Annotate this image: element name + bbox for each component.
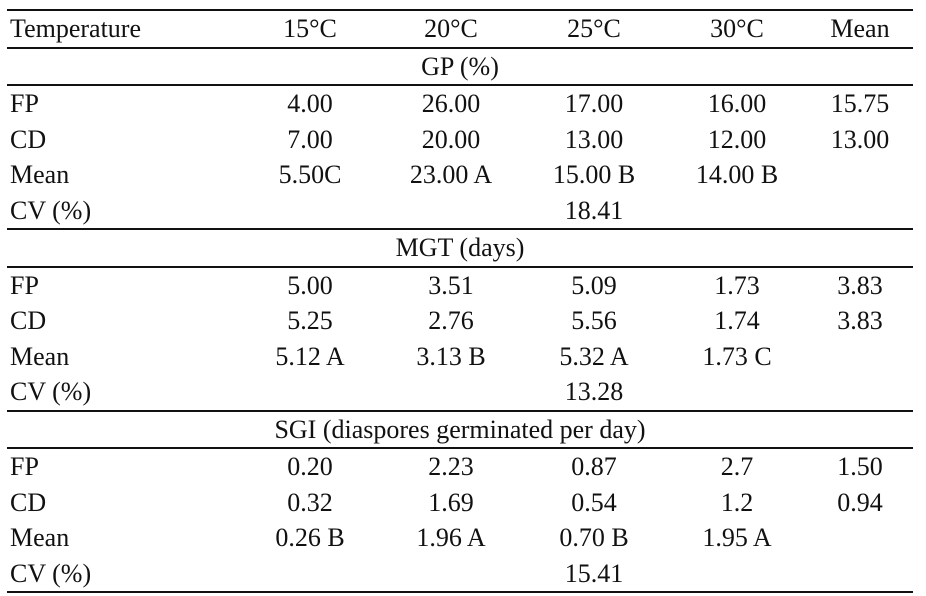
table-row: Mean 5.12 A 3.13 B 5.32 A 1.73 C bbox=[7, 339, 913, 375]
cv-row: CV (%) 15.41 bbox=[7, 555, 913, 593]
table-row: CD 5.25 2.76 5.56 1.74 3.83 bbox=[7, 303, 913, 339]
section-title-row: SGI (diaspores germinated per day) bbox=[7, 410, 913, 449]
row-label: Mean bbox=[10, 523, 70, 553]
table-cell bbox=[807, 520, 913, 556]
table-cell: 2.76 bbox=[428, 306, 474, 336]
cv-row: CV (%) 13.28 bbox=[7, 374, 913, 412]
table-cell: 0.26 B bbox=[275, 523, 345, 553]
table-cell: 17.00 bbox=[564, 89, 624, 119]
table-row: CD 7.00 20.00 13.00 12.00 13.00 bbox=[7, 122, 913, 158]
section-title-gp: GP (%) bbox=[7, 47, 913, 86]
table-cell: 13.00 bbox=[564, 124, 624, 154]
table-cell bbox=[807, 339, 913, 375]
table-cell: 4.00 bbox=[287, 89, 333, 119]
table-cell: 1.69 bbox=[428, 487, 474, 517]
table-cell: 3.83 bbox=[837, 270, 883, 300]
table-cell: 1.73 C bbox=[702, 341, 772, 371]
table-cell: 3.51 bbox=[428, 270, 474, 300]
table-cell: 12.00 bbox=[707, 124, 767, 154]
germination-table: Temperature 15°C 20°C 25°C 30°C Mean GP … bbox=[7, 9, 913, 593]
table-cell: 3.13 B bbox=[416, 341, 486, 371]
table-cell: 15.75 bbox=[830, 89, 890, 119]
cv-label: CV (%) bbox=[7, 555, 239, 593]
table-cell: 0.70 B bbox=[559, 523, 629, 553]
table-row: FP 4.00 26.00 17.00 16.00 15.75 bbox=[7, 85, 913, 122]
table-cell: 23.00 A bbox=[409, 160, 493, 190]
row-label: CD bbox=[10, 124, 47, 154]
table-row: Mean 5.50C 23.00 A 15.00 B 14.00 B bbox=[7, 157, 913, 193]
table-cell: 2.7 bbox=[720, 452, 754, 482]
cv-value: 15.41 bbox=[521, 555, 667, 593]
table-cell: 3.83 bbox=[837, 306, 883, 336]
cv-row: CV (%) 18.41 bbox=[7, 192, 913, 230]
table-cell: 0.32 bbox=[287, 487, 333, 517]
table-cell: 26.00 bbox=[421, 89, 481, 119]
section-title-row: MGT (days) bbox=[7, 229, 913, 268]
table-cell: 15.00 B bbox=[552, 160, 636, 190]
table-cell: 5.00 bbox=[287, 270, 333, 300]
row-label: FP bbox=[10, 452, 39, 482]
table-cell: 0.54 bbox=[571, 487, 617, 517]
table-cell: 5.50C bbox=[278, 160, 342, 190]
header-temperature: Temperature bbox=[7, 9, 239, 49]
table-cell: 14.00 B bbox=[695, 160, 779, 190]
row-label: FP bbox=[10, 89, 39, 119]
table-row: Mean 0.26 B 1.96 A 0.70 B 1.95 A bbox=[7, 520, 913, 556]
row-label: FP bbox=[10, 270, 39, 300]
header-15c: 15°C bbox=[239, 9, 381, 49]
table-cell: 1.73 bbox=[714, 270, 760, 300]
table-cell: 5.09 bbox=[571, 270, 617, 300]
header-25c: 25°C bbox=[521, 9, 667, 49]
cv-label: CV (%) bbox=[7, 374, 239, 412]
row-label: CD bbox=[10, 306, 47, 336]
table-row: FP 5.00 3.51 5.09 1.73 3.83 bbox=[7, 267, 913, 304]
table-cell: 1.74 bbox=[714, 306, 760, 336]
cv-label: CV (%) bbox=[7, 192, 239, 230]
table-cell bbox=[807, 157, 913, 193]
section-title-row: GP (%) bbox=[7, 47, 913, 86]
row-label: Mean bbox=[10, 341, 70, 371]
table-cell: 1.50 bbox=[837, 452, 883, 482]
section-title-sgi: SGI (diaspores germinated per day) bbox=[7, 410, 913, 449]
table-cell: 1.96 A bbox=[416, 523, 486, 553]
table-cell: 20.00 bbox=[421, 124, 481, 154]
data-table-container: Temperature 15°C 20°C 25°C 30°C Mean GP … bbox=[7, 9, 913, 593]
section-title-mgt: MGT (days) bbox=[7, 229, 913, 268]
table-cell: 0.94 bbox=[837, 487, 883, 517]
table-row: CD 0.32 1.69 0.54 1.2 0.94 bbox=[7, 485, 913, 521]
table-cell: 5.25 bbox=[287, 306, 333, 336]
table-cell: 1.2 bbox=[720, 487, 754, 517]
cv-value: 13.28 bbox=[521, 374, 667, 412]
table-cell: 0.20 bbox=[287, 452, 333, 482]
table-cell: 5.56 bbox=[571, 306, 617, 336]
row-label: Mean bbox=[10, 160, 70, 190]
table-cell: 13.00 bbox=[830, 124, 890, 154]
table-cell: 0.87 bbox=[571, 452, 617, 482]
table-cell: 7.00 bbox=[287, 124, 333, 154]
table-cell: 1.95 A bbox=[702, 523, 772, 553]
cv-value: 18.41 bbox=[521, 192, 667, 230]
row-label: CD bbox=[10, 487, 47, 517]
header-20c: 20°C bbox=[381, 9, 521, 49]
table-cell: 16.00 bbox=[707, 89, 767, 119]
header-mean: Mean bbox=[807, 9, 913, 49]
table-cell: 5.12 A bbox=[275, 341, 345, 371]
header-30c: 30°C bbox=[667, 9, 807, 49]
header-row: Temperature 15°C 20°C 25°C 30°C Mean bbox=[7, 9, 913, 49]
table-cell: 2.23 bbox=[428, 452, 474, 482]
table-cell: 5.32 A bbox=[559, 341, 629, 371]
table-row: FP 0.20 2.23 0.87 2.7 1.50 bbox=[7, 448, 913, 485]
